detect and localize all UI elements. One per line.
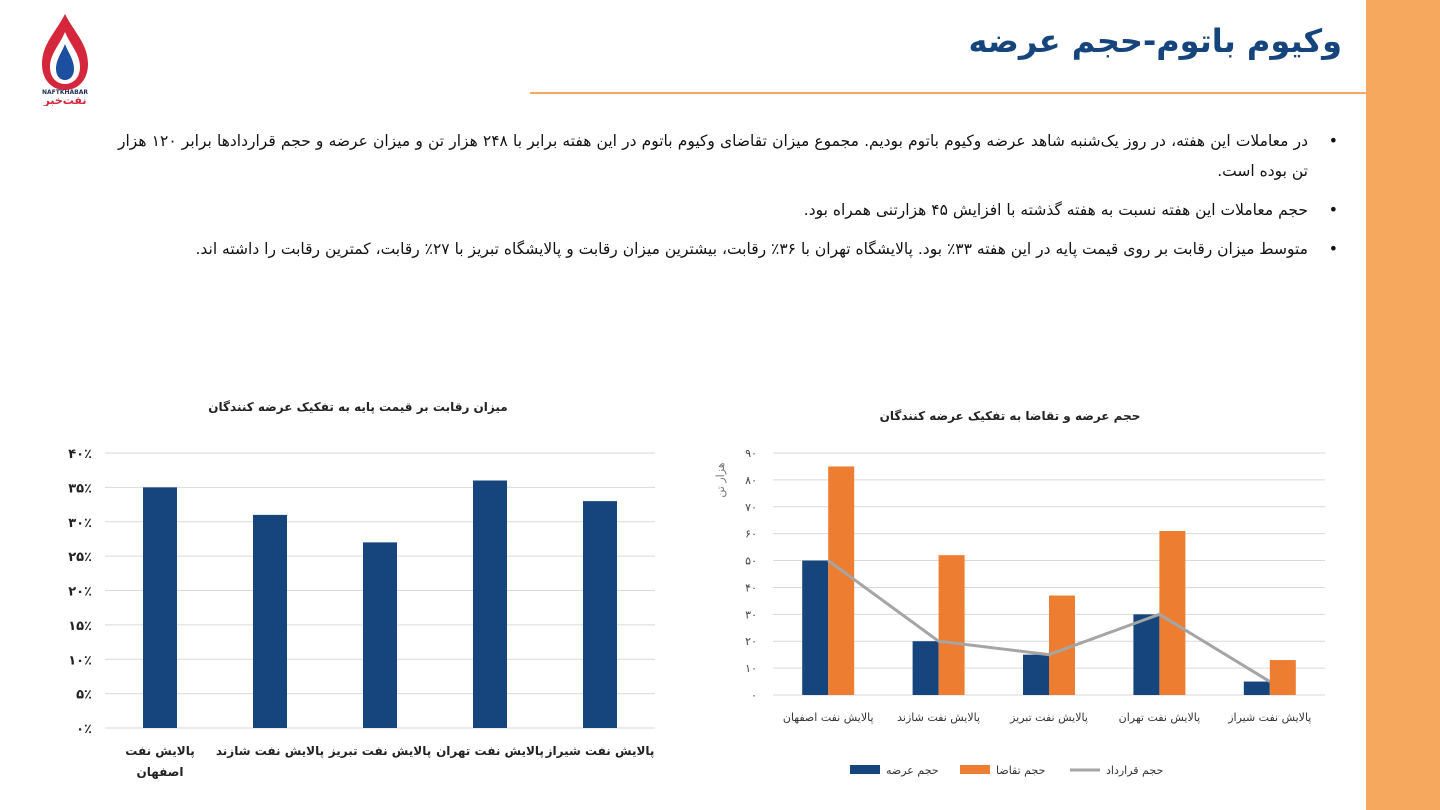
y-tick-label: ۲۰ — [745, 635, 757, 648]
naftkhabar-logo: NAFTKHABAR نفت‌خبر — [42, 14, 88, 106]
x-tick-label: پالایش نفت اصفهان — [783, 711, 874, 724]
legend-label: حجم عرضه — [886, 764, 939, 777]
y-tick-label: ۷۰ — [745, 501, 757, 514]
bar-demand — [1159, 530, 1186, 695]
y-tick-label: ۳۵٪ — [68, 481, 92, 496]
bar — [253, 514, 287, 728]
header-divider — [530, 92, 1440, 94]
bar-demand — [938, 555, 965, 695]
y-tick-label: ۲۵٪ — [68, 550, 92, 565]
y-tick-label: ۱۰ — [745, 662, 757, 675]
legend: حجم عرضه حجم تقاضا حجم قرارداد — [850, 764, 1163, 777]
bar — [143, 487, 177, 728]
y-tick-label: ۲۰٪ — [68, 585, 92, 600]
logo-latin-text: NAFTKHABAR — [42, 89, 88, 96]
chart-title: حجم عرضه و تقاضا به تفکیک عرضه کنندگان — [880, 409, 1141, 424]
bar-supply — [1133, 614, 1160, 695]
y-tick-label: ۱۵٪ — [68, 619, 92, 634]
legend-swatch — [850, 765, 880, 774]
x-tick-label: پالایش نفت — [125, 744, 194, 758]
rivalry-bar-chart: میزان رقابت بر قیمت پایه به تفکیک عرضه ک… — [68, 400, 655, 779]
supply-demand-chart: حجم عرضه و تقاضا به تفکیک عرضه کنندگان ۰ ۱… — [714, 409, 1325, 777]
x-tick-label: پالایش نفت شیراز — [1227, 711, 1311, 724]
y-tick-label: ۱۰٪ — [68, 653, 92, 668]
x-tick-label: پالایش نفت شیراز — [545, 744, 655, 758]
y-tick-label: ۳۰٪ — [68, 516, 92, 531]
x-tick-label: پالایش نفت تبریز — [328, 744, 431, 758]
y-axis-label: هزار تن — [714, 462, 727, 497]
bullet-list: در معاملات این هفته، در روز یک‌شنبه شاهد… — [118, 126, 1344, 273]
bar-supply — [1023, 654, 1049, 695]
bullet-item: در معاملات این هفته، در روز یک‌شنبه شاهد… — [118, 126, 1338, 186]
y-tick-label: ۸۰ — [745, 474, 757, 487]
y-tick-label: ۵۰ — [745, 555, 757, 568]
bar-demand — [828, 466, 855, 695]
legend-swatch — [960, 765, 990, 774]
y-tick-label: ۰٪ — [76, 722, 92, 737]
y-tick-label: ۳۰ — [745, 608, 757, 621]
bar-supply — [1243, 681, 1270, 695]
slide-title: وکیوم باتوم-حجم عرضه — [968, 22, 1342, 60]
bar-demand — [1269, 660, 1296, 695]
x-tick-label: پالایش نفت تهران — [1119, 711, 1201, 724]
bullet-item: حجم معاملات این هفته نسبت به هفته گذشته … — [118, 195, 1338, 225]
logo-persian-text: نفت‌خبر — [43, 94, 87, 106]
bar — [363, 542, 397, 728]
y-tick-label: ۰ — [751, 689, 757, 702]
flame-inner-icon — [56, 44, 74, 80]
y-tick-label: ۴۰٪ — [68, 447, 92, 462]
y-tick-label: ۴۰ — [745, 581, 757, 594]
bar — [473, 480, 507, 728]
bullet-item: متوسط میزان رقابت بر روی قیمت پایه در ای… — [118, 234, 1338, 264]
y-tick-label: ۶۰ — [745, 528, 757, 541]
legend-label: حجم قرارداد — [1106, 764, 1163, 777]
chart-title: میزان رقابت بر قیمت پایه به تفکیک عرضه ک… — [208, 400, 507, 414]
x-tick-label: پالایش نفت تهران — [436, 744, 544, 758]
bar — [583, 501, 617, 728]
bar-supply — [912, 641, 939, 695]
bar-supply — [802, 560, 829, 695]
x-tick-label: پالایش نفت شازند — [216, 744, 324, 758]
y-tick-label: ۵٪ — [76, 688, 92, 703]
x-tick-label: اصفهان — [136, 765, 183, 779]
legend-label: حجم تقاضا — [996, 764, 1045, 777]
y-tick-label: ۹۰ — [745, 447, 757, 460]
contract-line — [827, 559, 1271, 683]
side-accent-strip — [1366, 0, 1440, 810]
x-tick-label: پالایش نفت تبریز — [1009, 711, 1088, 724]
x-tick-label: پالایش نفت شازند — [897, 711, 980, 724]
